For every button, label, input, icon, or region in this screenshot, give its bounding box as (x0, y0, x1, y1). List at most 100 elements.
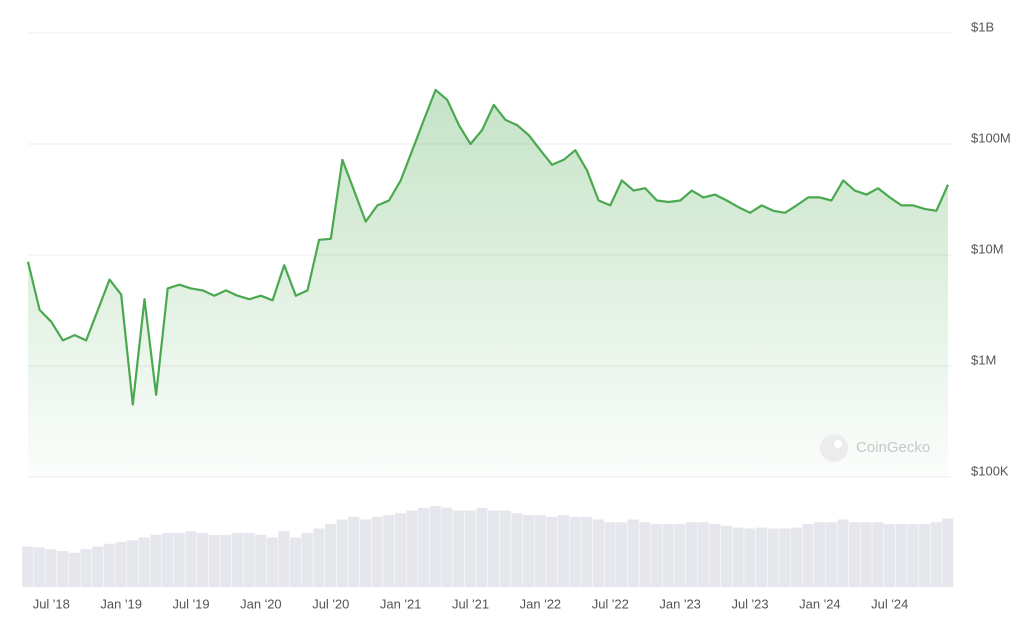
y-tick-label: $100K (971, 463, 1009, 478)
watermark-logo (820, 434, 848, 462)
volume-bar (627, 519, 639, 587)
volume-bar (709, 524, 721, 587)
volume-bar (802, 524, 814, 587)
volume-bar (860, 522, 872, 587)
volume-bar (126, 540, 139, 587)
volume-bar (720, 525, 733, 587)
volume-bar (872, 522, 884, 587)
watermark-text: CoinGecko (856, 439, 930, 456)
volume-bar (80, 549, 92, 587)
volume-bar (930, 522, 942, 587)
volume-layer (22, 506, 954, 587)
volume-bar (313, 528, 325, 587)
x-tick-label: Jul '18 (33, 596, 70, 611)
volume-bar (918, 524, 931, 587)
x-tick-label: Jul '20 (312, 596, 349, 611)
labels-layer: $1B $100M $10M $1M $100K Jul '18 Jan '19 Jul '1… (33, 19, 1011, 611)
volume-bar (522, 515, 535, 587)
volume-bar (697, 522, 709, 587)
volume-bar (383, 515, 395, 587)
volume-bar (499, 510, 511, 587)
volume-bar (371, 516, 383, 587)
volume-bar (464, 510, 476, 587)
volume-bar (22, 546, 34, 587)
watermark: CoinGecko (820, 434, 930, 462)
volume-bar (33, 547, 45, 587)
volume-bar (115, 542, 127, 587)
volume-bar (581, 516, 593, 587)
x-tick-label: Jan '24 (799, 596, 841, 611)
volume-bar (150, 534, 162, 587)
volume-bar (336, 519, 348, 587)
volume-bar (453, 510, 465, 587)
plot-layer (26, 88, 950, 478)
volume-bar (290, 537, 302, 587)
volume-bar (814, 522, 826, 587)
volume-bar (394, 513, 406, 587)
x-tick-label: Jul '21 (452, 596, 489, 611)
x-tick-label: Jan '20 (240, 596, 282, 611)
volume-bar (779, 528, 791, 587)
volume-bar (138, 537, 150, 587)
volume-bar (674, 524, 686, 587)
volume-bar (161, 533, 174, 587)
x-tick-label: Jan '21 (380, 596, 422, 611)
x-tick-label: Jul '24 (871, 596, 908, 611)
volume-bar (301, 533, 313, 587)
volume-bar (557, 515, 570, 587)
x-tick-label: Jan '22 (520, 596, 562, 611)
volume-bar (103, 543, 115, 587)
volume-bar (755, 527, 767, 587)
volume-bar (569, 516, 581, 587)
watermark-logo-eye (834, 440, 842, 448)
volume-bar (790, 527, 802, 587)
volume-bar (476, 507, 488, 587)
volume-bar (441, 507, 453, 587)
volume-bar (324, 524, 337, 587)
volume-bar (604, 522, 616, 587)
volume-bar (45, 549, 57, 587)
volume-bar (651, 524, 663, 587)
volume-bar (942, 518, 954, 587)
volume-bar (429, 506, 441, 587)
volume-bar (173, 533, 185, 587)
volume-bar (243, 533, 255, 587)
volume-bar (511, 513, 523, 587)
x-tick-label: Jul '19 (172, 596, 209, 611)
volume-bar (639, 522, 651, 587)
volume-bar (744, 528, 756, 587)
volume-bar (546, 516, 558, 587)
y-tick-label: $1M (971, 352, 996, 367)
volume-bar (185, 531, 197, 587)
volume-bar (767, 528, 779, 587)
volume-bar (418, 507, 430, 587)
volume-bar (92, 546, 104, 587)
volume-bar (266, 537, 278, 587)
volume-bar (231, 533, 243, 587)
volume-bar (278, 531, 290, 587)
x-tick-label: Jul '22 (592, 596, 629, 611)
volume-bar (616, 522, 628, 587)
y-tick-label: $10M (971, 241, 1004, 256)
volume-bar (359, 519, 372, 587)
volume-bar (406, 510, 418, 587)
volume-bar (592, 519, 604, 587)
volume-bar (57, 551, 69, 587)
volume-bar (208, 534, 220, 587)
volume-bar (534, 515, 546, 587)
y-tick-label: $100M (971, 130, 1011, 145)
volume-bar (68, 552, 80, 587)
line (26, 88, 950, 406)
volume-bar (348, 516, 360, 587)
volume-bar (825, 522, 837, 587)
volume-bar (895, 524, 907, 587)
x-tick-label: Jan '23 (659, 596, 701, 611)
volume-bar (662, 524, 674, 587)
volume-bar (732, 527, 744, 587)
volume-bar (837, 519, 849, 587)
area (28, 89, 948, 478)
y-tick-label: $1B (971, 19, 994, 34)
x-tick-label: Jan '19 (100, 596, 142, 611)
volume-bar (907, 524, 919, 587)
